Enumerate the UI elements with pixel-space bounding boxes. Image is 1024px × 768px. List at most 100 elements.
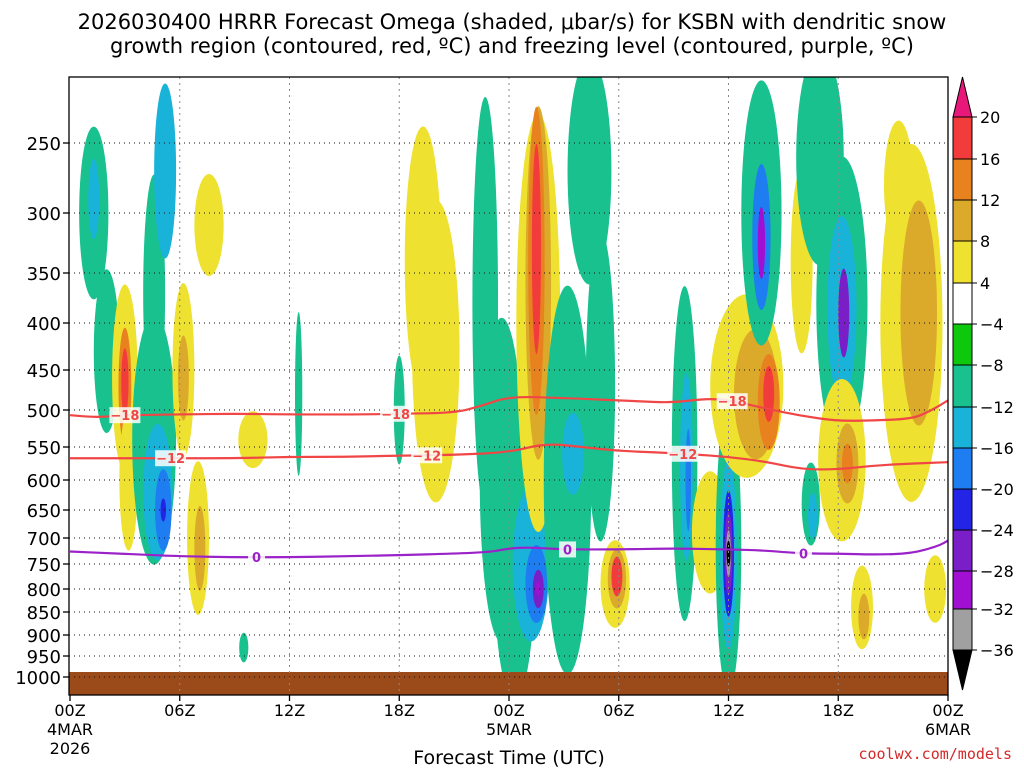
x-tick-label: 06Z [164,701,195,720]
chart-title-line-2: growth region (contoured, red, ºC) and f… [110,34,914,58]
x-tick-label: 06Z [603,701,634,720]
dgz-minus18-label: −18 [381,408,410,423]
colorbar-swatch [952,364,973,408]
colorbar-label: 20 [980,108,1000,127]
colorbar-swatch [952,488,973,531]
dgz-minus18-label: −18 [110,409,139,424]
y-tick-label: 850 [27,603,61,624]
omega-sinking-cell [160,498,167,522]
colorbar-label: −28 [980,562,1014,581]
omega-sinking-cell [154,83,177,259]
omega-sinking-cell [808,492,818,539]
dgz-minus12-label: −12 [156,452,185,467]
dgz-minus18-contour [69,395,948,422]
omega-sinking-cell [757,207,766,279]
colorbar-bottom-cap [952,649,973,691]
freezing-level-0-label: 0 [799,548,808,563]
omega-rising-cell [121,348,129,416]
omega-rising-cell [238,411,268,468]
omega-sinking-cell [294,312,303,476]
dgz-minus18-label-bg [109,407,141,424]
chart-title-line-1: 2026030400 HRRR Forecast Omega (shaded, … [78,10,947,34]
dgz-minus12-label-bg [155,450,187,467]
omega-rising-cell [611,556,623,597]
colorbar-swatch [952,240,973,284]
dgz-minus12-label: −12 [412,449,441,464]
colorbar-label: −36 [980,641,1014,660]
colorbar-label: −12 [980,398,1014,417]
dgz-minus12-label-bg [411,447,443,464]
dgz-minus18-label-bg [716,393,748,410]
y-tick-label: 550 [27,438,61,459]
omega-rising-cell [177,335,189,421]
y-tick-label: 900 [27,626,61,647]
colorbar-label: −20 [980,480,1014,499]
omega-shading-layer [79,77,947,695]
credit-text: coolwx.com/models [858,745,1012,763]
colorbar-label: −32 [980,600,1014,619]
freezing-level-0-label-bg [248,549,266,566]
dgz-minus12-label: −12 [668,448,697,463]
colorbar-label: −16 [980,439,1014,458]
y-tick-label: 650 [27,501,61,522]
colorbar: 20 16 12 8 4 −4 −8 −12 −16 −20 −24 −28 −32 −36 [952,76,1014,691]
x-date-label: 4MAR [47,720,93,739]
x-tick-label: 18Z [823,701,854,720]
y-tick-label: 500 [27,401,61,422]
freezing-level-0-label: 0 [563,543,572,558]
omega-sinking-cell [88,159,100,239]
colorbar-swatch [952,447,973,490]
dgz-minus18-label: −18 [718,395,747,410]
colorbar-label: −8 [980,356,1004,375]
omega-sinking-cell [685,429,692,531]
colorbar-swatch [952,406,973,449]
x-tick-label: 12Z [713,701,744,720]
x-tick-label: 00Z [493,701,524,720]
colorbar-swatch [952,529,973,572]
y-tick-label: 450 [27,361,61,382]
y-tick-label: 950 [27,647,61,668]
colorbar-label: 4 [980,274,990,293]
y-tick-label: 700 [27,529,61,550]
y-tick-label: 750 [27,555,61,576]
pressure-axis: 2503003504004505005506006507007508008509… [15,134,69,689]
contour-layer: −18 −18 −18 −12 −12 −12 0 0 0 [69,393,948,566]
x-tick-label: 12Z [274,701,305,720]
colorbar-label: 8 [980,232,990,251]
x-date-label: 6MAR [925,720,971,739]
omega-rising-cell [412,200,460,503]
freezing-level-0-label-bg [559,541,577,558]
colorbar-swatch [952,570,973,610]
y-tick-label: 1000 [15,668,61,689]
x-date-label: 5MAR [486,720,532,739]
y-tick-label: 400 [27,314,61,335]
omega-sinking-cell [562,412,584,495]
colorbar-label: 12 [980,191,1000,210]
y-tick-label: 350 [27,264,61,285]
y-tick-label: 800 [27,580,61,601]
x-tick-label: 00Z [932,701,963,720]
freezing-level-0-contour [69,539,948,559]
omega-rising-cell [900,200,938,426]
colorbar-swatch [952,116,973,160]
omega-rising-cell [763,366,775,422]
y-tick-label: 250 [27,134,61,155]
omega-rising-cell [924,555,947,623]
colorbar-swatch [952,199,973,242]
omega-rising-cell [841,443,853,484]
freezing-level-0-label: 0 [252,551,261,566]
x-tick-label: 18Z [384,701,415,720]
omega-rising-cell [858,593,870,640]
grid-lines [69,77,948,695]
omega-sinking-cell [838,268,850,358]
omega-rising-cell [531,143,542,355]
omega-sinking-cell [239,632,249,663]
freezing-level-0-label-bg [794,545,812,562]
colorbar-label: 16 [980,150,1000,169]
dgz-minus18-label-bg [380,405,412,422]
x-axis-title: Forecast Time (UTC) [413,747,604,768]
colorbar-label: −24 [980,521,1014,540]
colorbar-swatch [952,282,973,325]
